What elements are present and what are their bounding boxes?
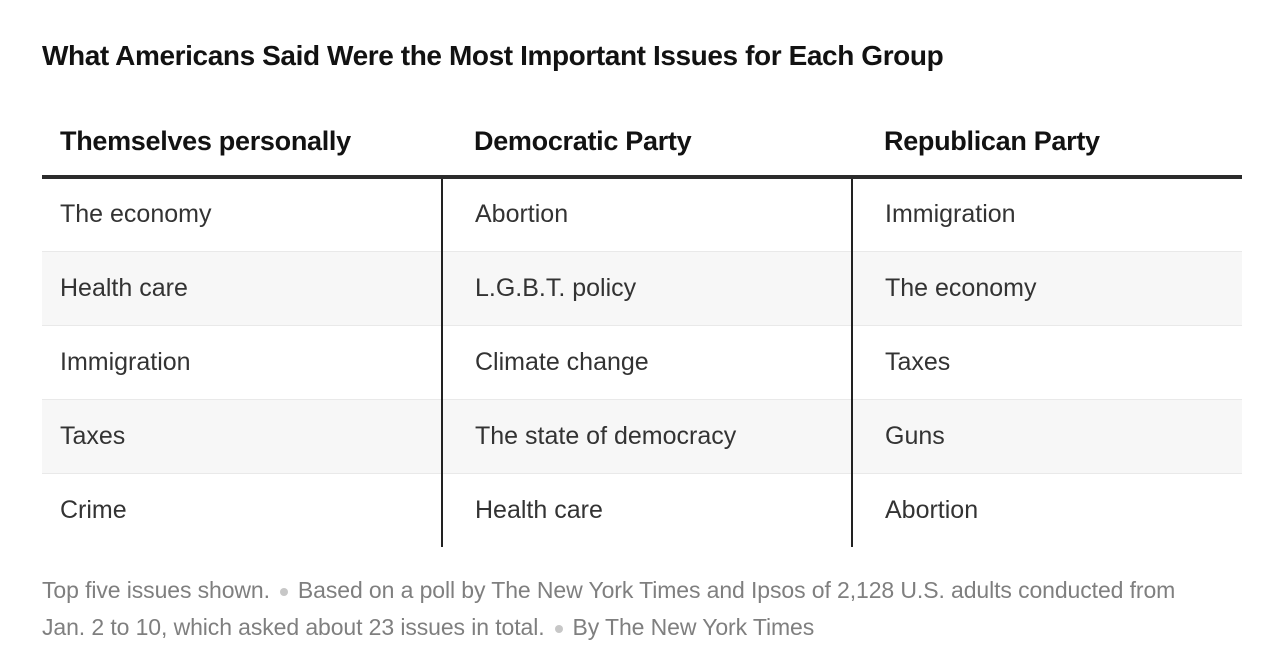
table-cell: The economy (851, 250, 1242, 326)
footnote-methodology: Based on a poll by The New York Times an… (42, 577, 1176, 640)
table-cell: Climate change (441, 325, 852, 399)
table-cell: The economy (42, 177, 442, 251)
table-cell: Health care (441, 473, 852, 547)
table-row: Taxes The state of democracy Guns (42, 398, 1242, 474)
table-header-row: Themselves personally Democratic Party R… (42, 100, 1242, 179)
page: What Americans Said Were the Most Import… (42, 40, 1242, 646)
column-header-themselves: Themselves personally (42, 100, 442, 179)
chart-title: What Americans Said Were the Most Import… (42, 40, 944, 71)
table-cell: Crime (42, 473, 442, 547)
table-cell: Taxes (42, 398, 442, 474)
column-header-democratic: Democratic Party (442, 100, 852, 179)
separator-bullet-icon (554, 625, 563, 633)
table-cell: Immigration (851, 177, 1242, 251)
table-cell: Taxes (851, 325, 1242, 399)
table-cell: Health care (42, 250, 442, 326)
table-cell: L.G.B.T. policy (441, 250, 852, 326)
table-cell: Guns (851, 398, 1242, 474)
table-row: Crime Health care Abortion (42, 473, 1242, 547)
footnote-byline: By The New York Times (572, 614, 815, 640)
column-header-republican: Republican Party (852, 100, 1242, 179)
table-row: Health care L.G.B.T. policy The economy (42, 250, 1242, 326)
issues-table: Themselves personally Democratic Party R… (42, 100, 1242, 547)
table-row: The economy Abortion Immigration (42, 177, 1242, 251)
table-cell: The state of democracy (441, 398, 852, 474)
footnote: Top five issues shown. Based on a poll by… (42, 572, 1217, 646)
footnote-note: Top five issues shown. (42, 577, 270, 603)
separator-bullet-icon (279, 588, 288, 596)
table-row: Immigration Climate change Taxes (42, 325, 1242, 399)
table-cell: Immigration (42, 325, 442, 399)
table-cell: Abortion (851, 473, 1242, 547)
table-cell: Abortion (441, 177, 852, 251)
